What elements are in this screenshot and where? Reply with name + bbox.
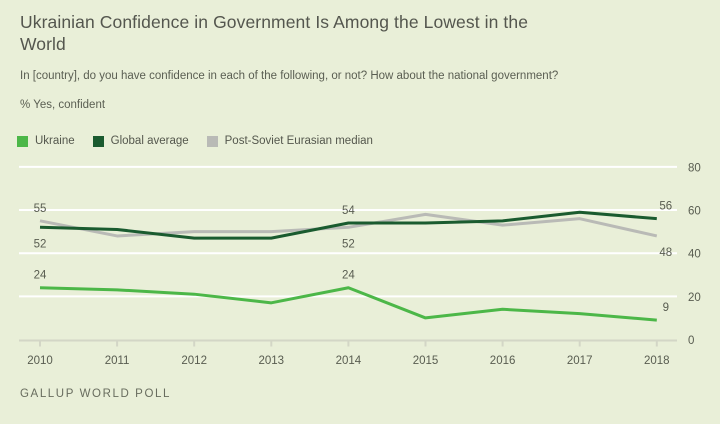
legend-label-ukraine: Ukraine bbox=[35, 135, 75, 147]
legend-item-ukraine: Ukraine bbox=[17, 135, 75, 147]
x-tick-label-2016: 2016 bbox=[490, 355, 516, 367]
point-label-global-average-2018: 56 bbox=[659, 201, 672, 213]
series-line-ukraine bbox=[39, 286, 657, 322]
x-tick-label-2012: 2012 bbox=[181, 355, 207, 367]
y-tick-label-80: 80 bbox=[688, 162, 701, 174]
point-label-global-average-2010: 52 bbox=[34, 238, 47, 250]
x-tick-label-2015: 2015 bbox=[413, 355, 439, 367]
y-tick-label-0: 0 bbox=[688, 335, 694, 347]
legend-label-global-average: Global average bbox=[110, 135, 189, 147]
x-tick-label-2017: 2017 bbox=[567, 355, 593, 367]
x-tick-label-2013: 2013 bbox=[259, 355, 285, 367]
x-tick-label-2011: 2011 bbox=[105, 355, 130, 367]
legend-swatch-ukraine bbox=[17, 135, 28, 147]
point-label-global-average-2014: 54 bbox=[342, 205, 355, 217]
series-line-global-average bbox=[39, 210, 657, 240]
source-label: GALLUP WORLD POLL bbox=[20, 388, 171, 400]
x-tick-label-2010: 2010 bbox=[27, 355, 53, 367]
x-tick-label-2018: 2018 bbox=[644, 355, 670, 367]
series-line-post-soviet-eurasian-median bbox=[39, 212, 658, 238]
survey-question: In [country], do you have confidence in … bbox=[20, 70, 559, 82]
legend-item-global-average: Global average bbox=[92, 135, 189, 147]
legend-item-post-soviet: Post-Soviet Eurasian median bbox=[206, 135, 373, 147]
y-tick-label-60: 60 bbox=[688, 206, 701, 218]
legend-swatch-global-average bbox=[92, 135, 104, 147]
point-label-post-soviet-eurasian-median-2014: 52 bbox=[342, 238, 355, 250]
page-title: Ukrainian Confidence in Government Is Am… bbox=[20, 12, 529, 54]
metric-label: % Yes, confident bbox=[20, 99, 106, 111]
legend-label-post-soviet: Post-Soviet Eurasian median bbox=[224, 135, 373, 147]
point-label-ukraine-2018: 9 bbox=[663, 302, 669, 314]
point-label-ukraine-2010: 24 bbox=[34, 270, 47, 282]
point-label-post-soviet-eurasian-median-2010: 55 bbox=[34, 203, 47, 215]
x-tick-label-2014: 2014 bbox=[336, 355, 362, 367]
legend: Ukraine Global average Post-Soviet Euras… bbox=[17, 135, 373, 147]
legend-swatch-post-soviet bbox=[206, 135, 218, 147]
point-label-ukraine-2014: 24 bbox=[342, 270, 355, 282]
y-tick-label-40: 40 bbox=[688, 249, 701, 261]
point-label-post-soviet-eurasian-median-2018: 48 bbox=[659, 247, 672, 259]
y-tick-label-20: 20 bbox=[688, 292, 701, 304]
